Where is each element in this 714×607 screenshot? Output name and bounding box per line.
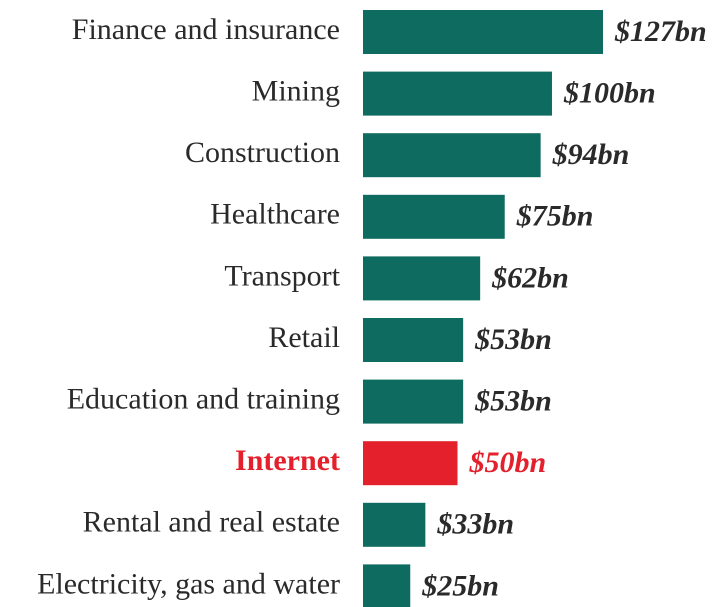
bar <box>363 379 464 424</box>
bar <box>363 441 458 486</box>
category-label: Education and training <box>67 382 340 415</box>
bar <box>363 502 426 547</box>
category-label: Healthcare <box>210 198 340 231</box>
category-label: Mining <box>252 74 340 107</box>
category-label: Rental and real estate <box>83 506 340 539</box>
value-label: $75bn <box>516 200 594 233</box>
category-label: Finance and insurance <box>72 13 340 46</box>
value-label: $127bn <box>614 15 707 48</box>
value-label: $100bn <box>563 76 656 109</box>
bar <box>363 10 603 54</box>
bar <box>363 256 481 301</box>
bar <box>363 564 411 607</box>
bar <box>363 71 552 116</box>
category-label: Transport <box>224 259 340 292</box>
value-label: $33bn <box>436 508 514 541</box>
category-label: Construction <box>185 136 340 169</box>
category-label: Retail <box>268 321 340 354</box>
value-label: $53bn <box>474 384 552 417</box>
bar <box>363 318 464 362</box>
value-label: $50bn <box>468 446 546 479</box>
value-label: $62bn <box>491 261 569 294</box>
value-label: $53bn <box>474 323 552 356</box>
value-label: $25bn <box>421 569 499 602</box>
bar <box>363 194 505 239</box>
bar <box>363 133 541 178</box>
category-label: Electricity, gas and water <box>37 567 340 600</box>
category-label: Internet <box>235 444 340 477</box>
value-label: $94bn <box>552 138 630 171</box>
